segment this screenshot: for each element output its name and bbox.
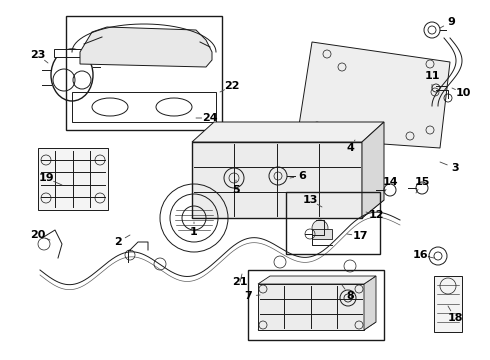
Polygon shape: [192, 122, 384, 142]
Text: 2: 2: [114, 237, 122, 247]
Polygon shape: [80, 27, 212, 67]
Text: 24: 24: [202, 113, 218, 123]
Text: 6: 6: [298, 171, 306, 181]
Text: 5: 5: [232, 185, 240, 195]
Polygon shape: [258, 276, 376, 284]
Polygon shape: [258, 322, 376, 330]
Text: 8: 8: [346, 291, 354, 301]
Bar: [248, 270, 384, 340]
Text: 1: 1: [190, 227, 198, 237]
Bar: [434, 276, 462, 332]
Text: 23: 23: [30, 50, 46, 60]
Polygon shape: [362, 122, 384, 218]
Bar: [286, 192, 380, 254]
Text: 4: 4: [346, 143, 354, 153]
Text: 13: 13: [302, 195, 318, 205]
Polygon shape: [54, 49, 86, 57]
Text: 7: 7: [244, 291, 252, 301]
Polygon shape: [192, 142, 362, 218]
Polygon shape: [312, 229, 332, 239]
Bar: [72, 92, 216, 122]
Polygon shape: [258, 284, 364, 330]
Text: 11: 11: [424, 71, 440, 81]
Polygon shape: [364, 276, 376, 330]
Text: 18: 18: [447, 313, 463, 323]
Text: 14: 14: [382, 177, 398, 187]
Text: 17: 17: [352, 231, 368, 241]
Text: 22: 22: [224, 81, 240, 91]
Text: 21: 21: [232, 277, 248, 287]
Circle shape: [312, 220, 328, 236]
Text: 12: 12: [368, 210, 384, 220]
Bar: [66, 16, 222, 130]
Polygon shape: [192, 200, 384, 218]
Text: 9: 9: [447, 17, 455, 27]
Text: 10: 10: [455, 88, 471, 98]
Polygon shape: [38, 148, 108, 210]
Text: 20: 20: [30, 230, 46, 240]
Text: 16: 16: [412, 250, 428, 260]
Text: 15: 15: [415, 177, 430, 187]
Text: 19: 19: [38, 173, 54, 183]
Text: 3: 3: [451, 163, 459, 173]
Polygon shape: [297, 42, 450, 148]
